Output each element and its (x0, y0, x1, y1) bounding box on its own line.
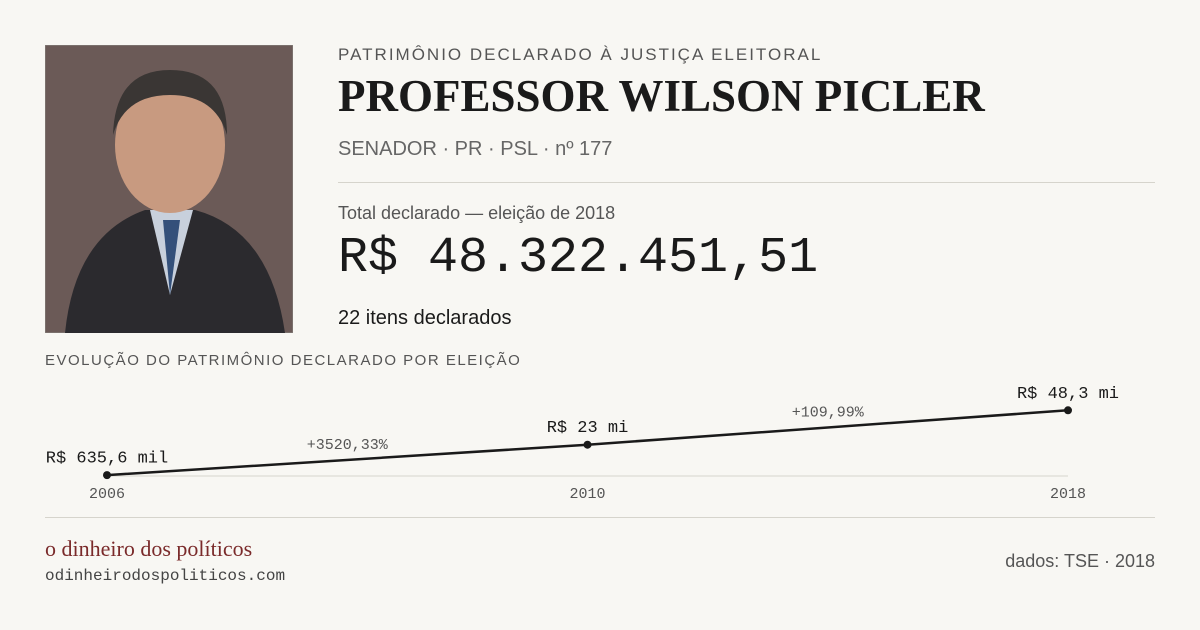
source: dados: TSE · 2018 (1005, 551, 1155, 571)
total-label: Total declarado — eleição de 2018 (338, 203, 616, 223)
divider (45, 517, 1155, 518)
change-label: +109,99% (792, 404, 865, 421)
change-label: +3520,33% (307, 437, 389, 454)
items-count: 22 itens declarados (338, 307, 512, 329)
portrait (45, 45, 293, 333)
total-amount: R$ 48.322.451,51 (338, 230, 819, 287)
brand: o dinheiro dos políticos (45, 536, 253, 561)
x-tick-label: 2018 (1050, 486, 1086, 503)
politician-name: PROFESSOR WILSON PICLER (338, 71, 985, 121)
kicker: PATRIMÔNIO DECLARADO À JUSTIÇA ELEITORAL (338, 45, 823, 64)
role: SENADOR · PR · PSL · nº 177 (338, 138, 613, 160)
divider (338, 182, 1155, 183)
value-label: R$ 635,6 mil (46, 450, 168, 469)
chart-title: EVOLUÇÃO DO PATRIMÔNIO DECLARADO POR ELE… (45, 352, 522, 369)
x-tick-label: 2010 (569, 486, 605, 503)
x-tick-label: 2006 (89, 486, 125, 503)
value-label: R$ 48,3 mi (1017, 385, 1119, 404)
point (583, 440, 592, 449)
point (1064, 406, 1072, 415)
value-label: R$ 23 mi (547, 419, 629, 438)
chart: R$ 635,6 mil 2006 R$ 23 mi 2010 R$ 48,3 mi 20… (46, 385, 1119, 503)
url: odinheirodospoliticos.com (45, 567, 286, 585)
point (103, 471, 111, 480)
